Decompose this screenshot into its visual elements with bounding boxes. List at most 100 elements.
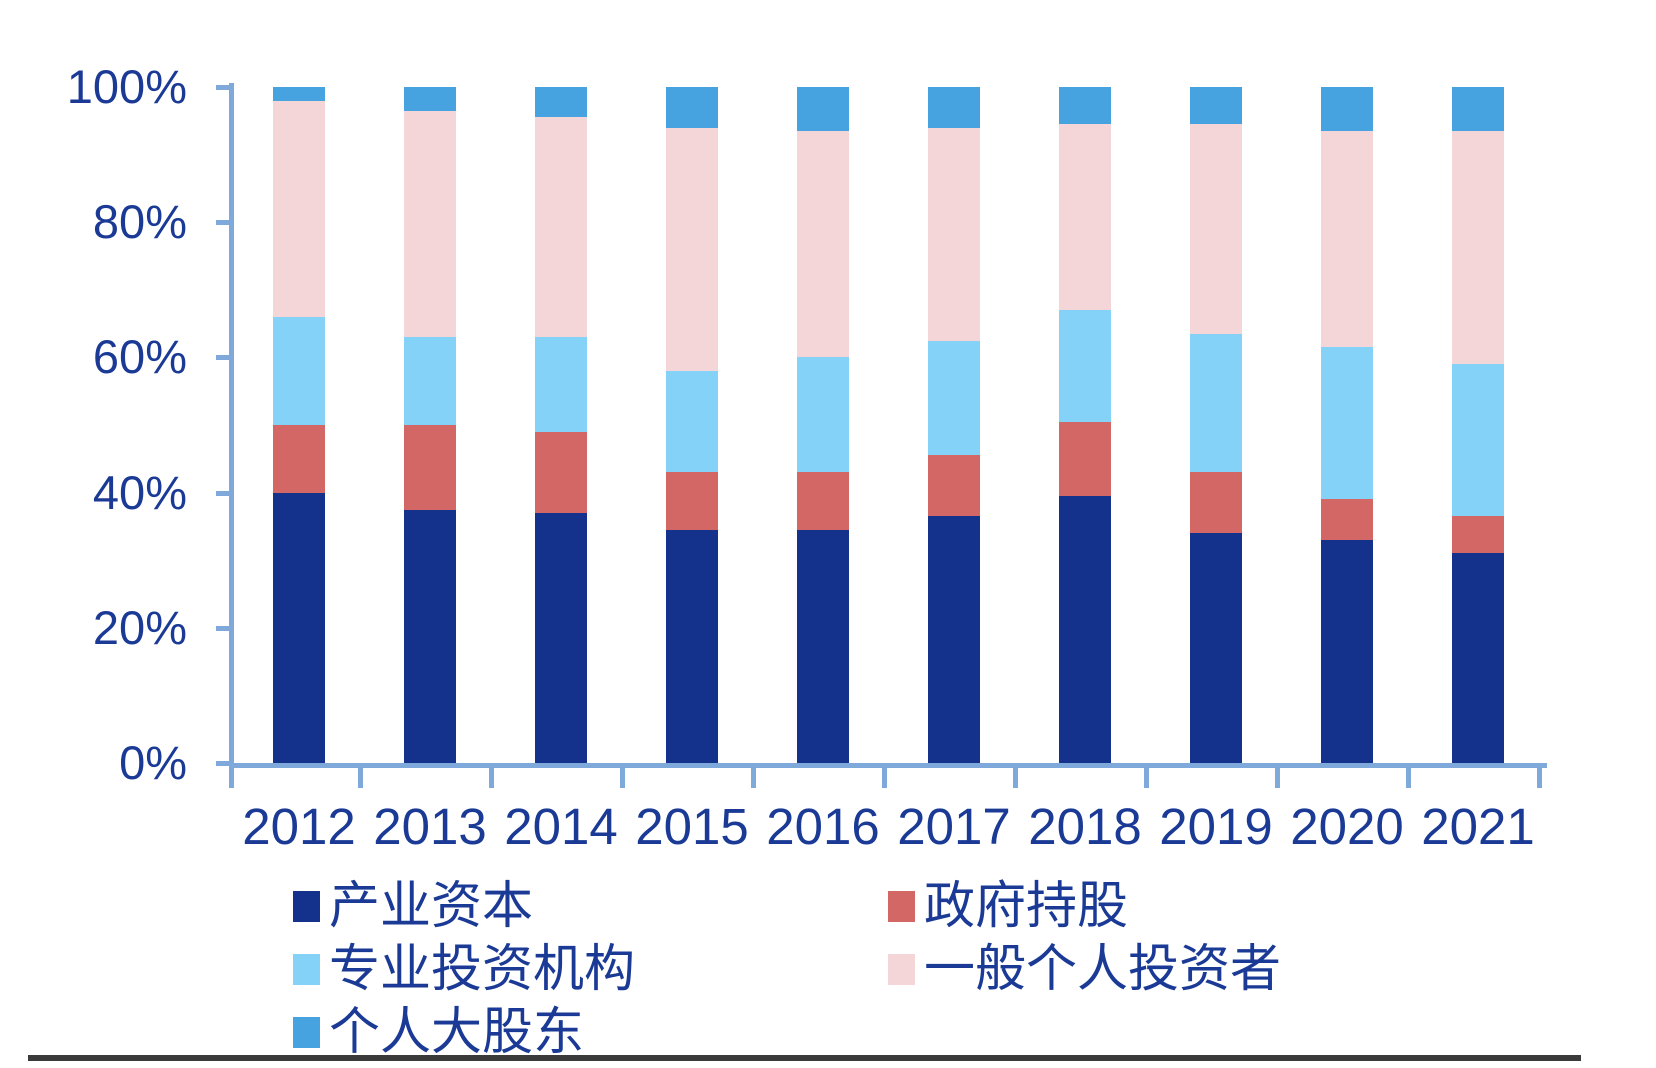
- y-tick-mark: [216, 220, 234, 226]
- legend-label: 一般个人投资者: [924, 940, 1282, 997]
- bar-segment-2015: [666, 370, 718, 473]
- bar-segment-2014: [535, 87, 587, 118]
- legend-label: 个人大股东: [329, 1003, 585, 1060]
- bar-segment-2015: [666, 127, 718, 371]
- bar-segment-2017: [928, 87, 980, 128]
- y-tick-mark: [216, 625, 234, 631]
- bar-segment-2018: [1059, 87, 1111, 125]
- legend-label: 产业资本: [329, 877, 534, 934]
- bar-segment-2013: [404, 425, 456, 510]
- bar-segment-2017: [928, 127, 980, 341]
- bar-segment-2016: [797, 87, 849, 131]
- bar-segment-2013: [404, 110, 456, 338]
- x-tick-mark: [1406, 768, 1411, 788]
- x-tick-mark: [1013, 768, 1018, 788]
- legend-label: 专业投资机构: [329, 940, 636, 997]
- y-axis-tick-label: 80%: [92, 195, 187, 249]
- bar-2013: [404, 87, 456, 763]
- bar-segment-2019: [1190, 87, 1242, 125]
- legend-swatch-icon: [293, 890, 320, 922]
- bar-segment-2015: [666, 529, 718, 763]
- legend-item-一般个人投资者: 一般个人投资者: [888, 941, 1281, 997]
- bar-segment-2020: [1321, 539, 1373, 763]
- legend-swatch-icon: [888, 890, 915, 922]
- bottom-divider-line: [28, 1055, 1581, 1061]
- x-axis-label-2012: 2012: [242, 798, 356, 855]
- legend-swatch-icon: [293, 1016, 320, 1048]
- bar-segment-2018: [1059, 421, 1111, 496]
- x-tick-mark: [882, 768, 887, 788]
- bar-segment-2021: [1452, 516, 1504, 554]
- x-axis-label-2015: 2015: [635, 798, 749, 855]
- legend-swatch-icon: [888, 953, 915, 985]
- bar-segment-2013: [404, 509, 456, 763]
- x-axis-line: [229, 763, 1547, 768]
- legend-item-政府持股: 政府持股: [888, 878, 1128, 934]
- bar-segment-2018: [1059, 495, 1111, 763]
- bar-segment-2012: [273, 100, 325, 317]
- x-axis-label-2020: 2020: [1290, 798, 1404, 855]
- y-axis-tick-label: 40%: [92, 465, 187, 519]
- bar-segment-2014: [535, 117, 587, 338]
- x-tick-mark: [751, 768, 756, 788]
- x-axis-label-2014: 2014: [504, 798, 618, 855]
- x-tick-mark: [1275, 768, 1280, 788]
- x-tick-mark: [620, 768, 625, 788]
- bar-2017: [928, 87, 980, 763]
- bar-segment-2016: [797, 357, 849, 473]
- bar-segment-2013: [404, 87, 456, 111]
- bar-segment-2020: [1321, 347, 1373, 500]
- bar-segment-2019: [1190, 124, 1242, 334]
- bar-segment-2020: [1321, 130, 1373, 348]
- bar-segment-2021: [1452, 553, 1504, 763]
- y-axis-tick-label: 60%: [92, 330, 187, 384]
- bar-segment-2017: [928, 455, 980, 517]
- bar-2014: [535, 87, 587, 763]
- bar-segment-2012: [273, 87, 325, 101]
- bar-segment-2018: [1059, 124, 1111, 311]
- y-axis-line: [229, 83, 234, 788]
- x-tick-mark: [1144, 768, 1149, 788]
- bar-segment-2019: [1190, 333, 1242, 473]
- bar-segment-2012: [273, 492, 325, 763]
- legend-label: 政府持股: [924, 877, 1129, 934]
- bar-segment-2014: [535, 512, 587, 763]
- bar-segment-2015: [666, 87, 718, 128]
- y-tick-mark: [216, 490, 234, 496]
- x-tick-mark: [358, 768, 363, 788]
- x-axis-label-2019: 2019: [1159, 798, 1273, 855]
- bar-2020: [1321, 87, 1373, 763]
- y-axis-tick-label: 0%: [119, 736, 187, 789]
- x-axis-label-2017: 2017: [897, 798, 1011, 855]
- bar-segment-2016: [797, 472, 849, 530]
- bar-segment-2020: [1321, 499, 1373, 540]
- legend-item-产业资本: 产业资本: [293, 878, 533, 934]
- y-axis-tick-label: 20%: [92, 600, 187, 654]
- y-tick-mark: [216, 355, 234, 361]
- x-tick-mark: [489, 768, 494, 788]
- bar-segment-2018: [1059, 310, 1111, 422]
- bar-2015: [666, 87, 718, 763]
- bar-segment-2012: [273, 316, 325, 426]
- legend-item-专业投资机构: 专业投资机构: [293, 941, 635, 997]
- legend-swatch-icon: [293, 953, 320, 985]
- y-axis-tick-label: 100%: [66, 60, 187, 113]
- bar-2012: [273, 87, 325, 763]
- x-axis-label-2021: 2021: [1421, 798, 1535, 855]
- x-axis-label-2013: 2013: [373, 798, 487, 855]
- bar-segment-2016: [797, 529, 849, 763]
- bar-segment-2012: [273, 425, 325, 493]
- bar-segment-2014: [535, 337, 587, 432]
- bar-segment-2015: [666, 472, 718, 530]
- bar-segment-2021: [1452, 364, 1504, 517]
- bar-2021: [1452, 87, 1504, 763]
- bar-2019: [1190, 87, 1242, 763]
- bar-segment-2014: [535, 431, 587, 513]
- x-tick-mark: [1537, 768, 1542, 788]
- x-axis-label-2016: 2016: [766, 798, 880, 855]
- bar-segment-2017: [928, 340, 980, 456]
- y-tick-mark: [216, 761, 234, 766]
- bar-segment-2013: [404, 337, 456, 425]
- legend-item-个人大股东: 个人大股东: [293, 1004, 584, 1060]
